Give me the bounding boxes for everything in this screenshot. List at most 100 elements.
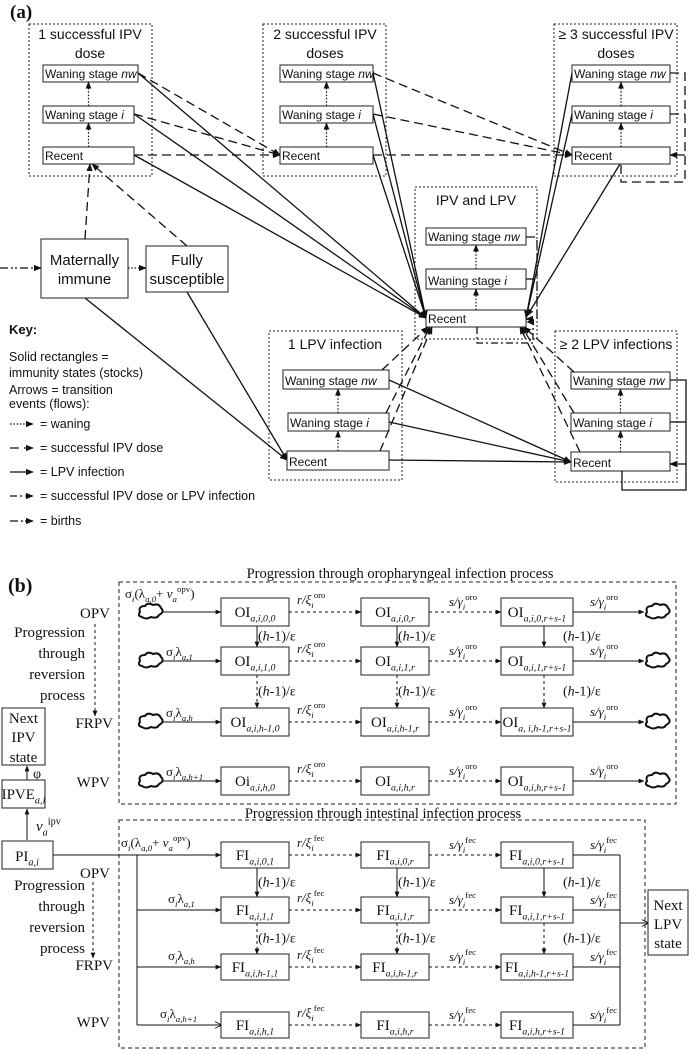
label-part: a,h+1 xyxy=(182,772,203,782)
inflow-label: σiλa,h+1 xyxy=(160,1006,197,1024)
label-part: nw xyxy=(504,230,521,244)
rate-label: (h-1)/ε xyxy=(398,932,436,947)
solid-arrow xyxy=(526,163,621,317)
label-part: r/ξ xyxy=(297,592,312,607)
next-ipv-label: Next xyxy=(9,711,39,727)
node-label: FIa,i,h,1 xyxy=(236,1018,274,1038)
source-sink-cloud-icon xyxy=(137,651,164,669)
node-label: FIa,i,h-1,r+s-1 xyxy=(505,960,569,980)
group-title: ≥ 3 successful IPV xyxy=(558,26,674,42)
rate-label: s/γioro xyxy=(449,702,478,722)
compartment-box xyxy=(220,953,290,981)
label-part: IPVE xyxy=(2,787,35,803)
state-label: Waning stage i xyxy=(573,416,652,430)
rate-label: s/γifec xyxy=(590,835,617,855)
node-label-base: FI xyxy=(372,960,385,976)
source-sink-cloud-icon xyxy=(137,602,164,620)
label-part: + xyxy=(156,586,167,601)
label-part: i xyxy=(311,649,314,659)
node-label: FIa,i,0,r+s-1 xyxy=(509,848,565,868)
key-text: immunity states (stocks) xyxy=(9,366,143,380)
label-part: ( xyxy=(563,630,568,645)
dash-arrow xyxy=(137,72,281,156)
key-title: Key: xyxy=(9,322,37,337)
rate-label: r/ξioro xyxy=(297,639,326,659)
label-part: nw xyxy=(649,374,666,388)
rate-label: (h-1)/ε xyxy=(563,630,601,645)
key-text: events (flows): xyxy=(9,397,90,411)
label-part: Waning stage xyxy=(285,374,361,388)
rate-label: s/γioro xyxy=(590,702,619,722)
node-label: FIa,i,h-1,r xyxy=(372,960,418,980)
group-title: doses xyxy=(306,45,343,61)
next-ipv-label: IPV xyxy=(11,730,35,746)
compartment-box xyxy=(220,896,290,924)
label-part: Recent xyxy=(289,455,328,469)
label-part: s/γ xyxy=(449,837,464,852)
label-part: λ xyxy=(169,1006,176,1021)
node-label-subscript: a,i,h,r xyxy=(390,1027,414,1038)
label-part: s/γ xyxy=(590,643,605,658)
group-title: 1 successful IPV xyxy=(38,26,142,42)
label-part: λ xyxy=(177,948,184,963)
node-label-subscript: a,i,0,r xyxy=(390,857,414,868)
solid-arrow xyxy=(621,379,687,491)
node-label-base: FI xyxy=(236,848,249,864)
rate-label: (h-1)/ε xyxy=(258,932,296,947)
label-part: i xyxy=(311,1013,314,1023)
dash-arrow xyxy=(521,326,575,414)
next-lpv-label: LPV xyxy=(654,917,683,933)
label-part: ν xyxy=(167,586,173,601)
state-label: Waning stage i xyxy=(290,416,369,430)
node-label: Oia,i,h,0 xyxy=(235,774,275,794)
node-label-base: OI xyxy=(375,774,391,790)
node-label-subscript: a,i,1,r xyxy=(391,663,415,674)
reversion-label: through xyxy=(38,899,85,915)
node-label-base: FI xyxy=(509,903,522,919)
label-part: i xyxy=(463,845,466,855)
node-label-base: FI xyxy=(236,1018,249,1034)
oro-process-box xyxy=(118,581,677,805)
label-part: nw xyxy=(358,67,375,81)
group-box-lpv1 xyxy=(268,330,403,481)
node-label: OIa,i,1,0 xyxy=(235,654,276,674)
label-part: i xyxy=(463,957,466,967)
label-part: Waning stage xyxy=(574,67,650,81)
node-label-base: OI xyxy=(371,715,387,731)
oro-process: Progression through oropharyngeal infect… xyxy=(118,566,677,805)
compartment-box xyxy=(500,841,574,869)
node-label: OIa,i,0,r xyxy=(375,605,415,625)
label-part: a,0 xyxy=(145,594,157,604)
ipve-label: IPVEa,i xyxy=(2,787,46,807)
label-part: oro xyxy=(465,761,477,771)
label-part: -1)/ε xyxy=(575,685,601,700)
compartment-box xyxy=(220,646,290,676)
node-label-base: OI xyxy=(230,715,246,731)
rate-label: s/γioro xyxy=(590,641,619,661)
rate-label: r/ξifec xyxy=(297,945,325,965)
node-label-base: OI xyxy=(508,605,524,621)
node-label-subscript: a,i,h-1,1 xyxy=(245,969,278,980)
label-part: i xyxy=(463,771,466,781)
label-part: Waning stage xyxy=(428,274,504,288)
label-part: oro xyxy=(314,590,326,600)
rate-label: (h-1)/ε xyxy=(258,685,296,700)
state-label: Waning stage nw xyxy=(573,374,666,388)
strain-label-frpv: FRPV xyxy=(75,716,113,732)
label-part: ν xyxy=(36,819,43,835)
rate-label: s/γioro xyxy=(449,592,478,612)
label-part: i xyxy=(650,108,653,122)
label-part: s/γ xyxy=(449,949,464,964)
solid-arrow xyxy=(186,291,288,461)
label-part: ( xyxy=(398,630,403,645)
solid-arrow xyxy=(372,154,427,319)
rate-label: r/ξifec xyxy=(297,1003,325,1023)
label-part: a xyxy=(169,843,174,853)
label-part: s/γ xyxy=(449,892,464,907)
label-part: i xyxy=(604,651,607,661)
node-label: FIa,i,0,1 xyxy=(236,848,274,868)
node-label-base: OI xyxy=(508,654,524,670)
solid-arrow xyxy=(84,297,288,461)
label-part: ν xyxy=(163,835,169,850)
